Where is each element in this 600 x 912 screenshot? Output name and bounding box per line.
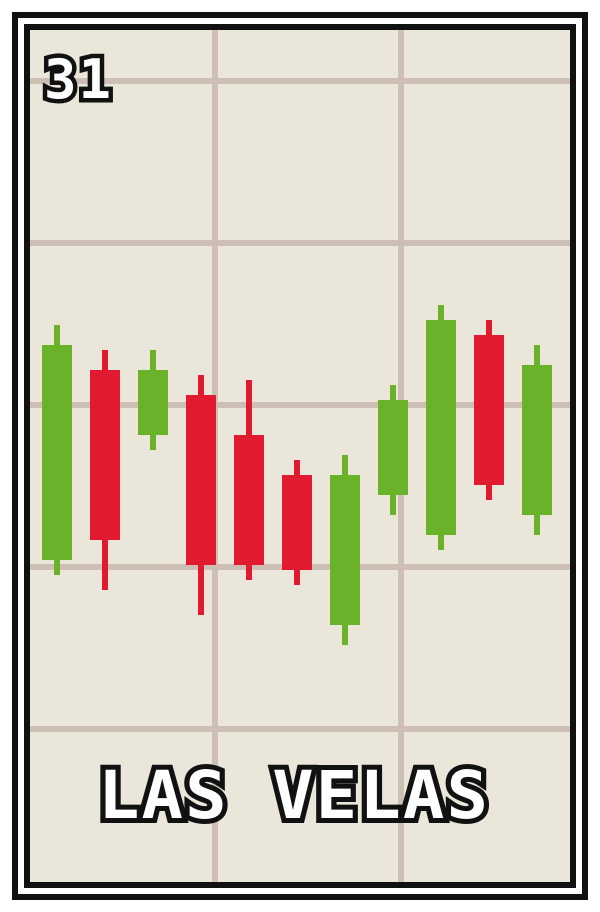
candle-body-bullish — [522, 365, 552, 515]
candle-body-bearish — [474, 335, 504, 485]
card-number: 31 — [44, 48, 113, 111]
card-title: LAS VELAS — [98, 757, 490, 834]
candle-body-bearish — [282, 475, 312, 570]
candle-body-bullish — [138, 370, 168, 435]
candle-body-bullish — [330, 475, 360, 625]
candle-body-bearish — [186, 395, 216, 565]
grid-line-horizontal — [30, 402, 570, 408]
grid-line-horizontal — [30, 726, 570, 732]
candlestick-chart — [42, 305, 552, 645]
candle-body-bullish — [426, 320, 456, 535]
candle-body-bullish — [378, 400, 408, 495]
grid-line-horizontal — [30, 78, 570, 84]
candle-body-bullish — [42, 345, 72, 560]
grid-line-horizontal — [30, 240, 570, 246]
candle-body-bearish — [234, 435, 264, 565]
candle-body-bearish — [90, 370, 120, 540]
